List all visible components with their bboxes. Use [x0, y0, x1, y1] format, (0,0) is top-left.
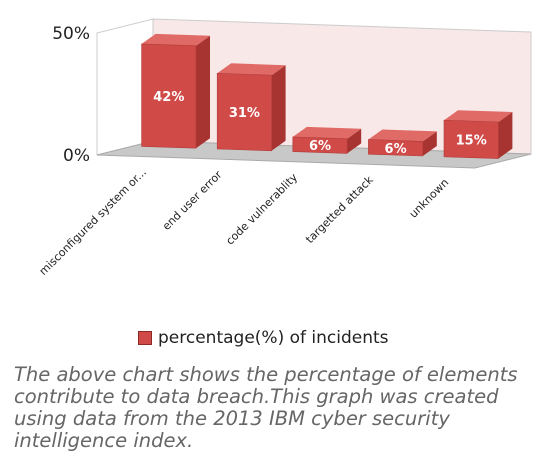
data-label: 31% [229, 106, 260, 121]
legend: percentage(%) of incidents [138, 326, 389, 350]
bar-top [141, 33, 210, 46]
bar-side [498, 112, 513, 159]
category-label: misconfigured system or... [37, 166, 149, 278]
data-label: 6% [385, 142, 407, 157]
data-label: 6% [309, 139, 331, 154]
bar-4 [368, 129, 437, 157]
bar-side [347, 128, 362, 154]
bar-front [368, 139, 424, 157]
y-tick-label: 50% [52, 24, 90, 44]
bar-side [422, 131, 437, 156]
bar-top [217, 63, 286, 76]
data-label: 15% [456, 133, 487, 148]
legend-label: percentage(%) of incidents [158, 328, 389, 348]
category-label: end user error [160, 168, 225, 233]
bar-top [292, 126, 362, 139]
bar-2 [216, 63, 286, 152]
chart: 0% 50% 42% misconfigured system or... 31% end… [37, 18, 532, 350]
bar-3 [292, 126, 362, 154]
bar-side [196, 35, 210, 149]
category-label: unknown [407, 176, 452, 221]
chart-caption: The above chart shows the percentage of … [14, 363, 518, 452]
bar-front [443, 119, 499, 159]
bar-front [216, 72, 272, 152]
bar-top [444, 110, 513, 122]
y-tick-label: 0% [63, 146, 90, 166]
bar-chart-3d: 0% 50% 42% misconfigured system or... 31% end… [37, 18, 532, 278]
chart-floor [96, 140, 532, 169]
data-label: 42% [153, 90, 184, 105]
bar-5 [443, 110, 513, 159]
bar-top [368, 129, 437, 142]
category-label: code vulnerablity [223, 170, 300, 247]
legend-swatch [138, 331, 152, 345]
category-label: targetted attack [303, 173, 376, 246]
bar-front [141, 43, 197, 149]
bar-1 [141, 33, 210, 149]
bar-front [292, 136, 348, 154]
bar-side [271, 65, 286, 151]
